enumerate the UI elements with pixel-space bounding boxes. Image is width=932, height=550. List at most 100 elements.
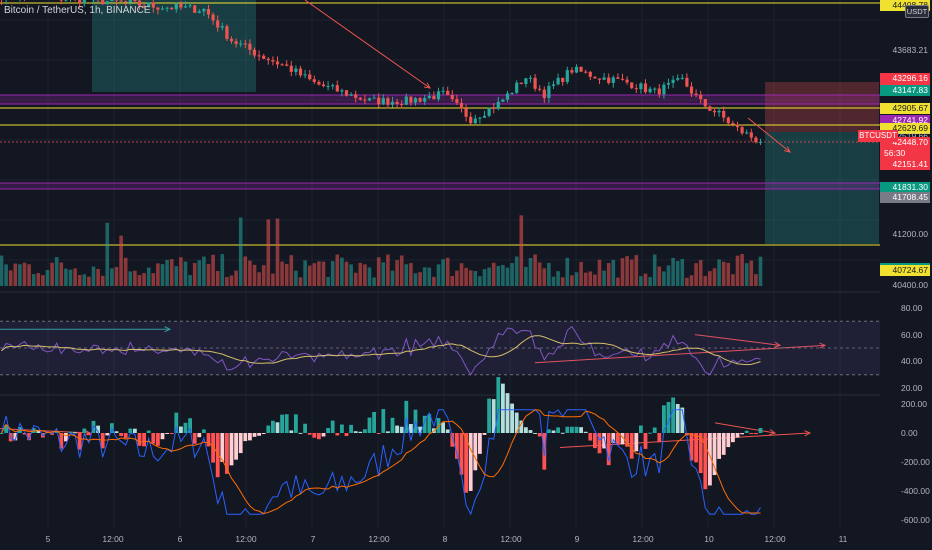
bear-candle xyxy=(542,89,546,98)
volume-bar xyxy=(685,277,689,286)
macd-histogram-bar xyxy=(280,414,284,433)
bull-candle xyxy=(473,118,477,124)
volume-bar xyxy=(436,264,441,286)
time-axis-label: 10 xyxy=(704,534,714,544)
bull-candle xyxy=(547,85,551,98)
volume-bar xyxy=(666,265,671,286)
macd-histogram-bar xyxy=(381,409,386,433)
macd-histogram-bar xyxy=(229,433,234,466)
volume-bar xyxy=(142,273,146,286)
bull-candle xyxy=(110,0,114,2)
bear-candle xyxy=(206,8,211,15)
time-axis[interactable]: 5 12:00 6 12:00 7 12:00 8 12:00 9 12:00 10 12:00 11 xyxy=(0,528,880,550)
macd-histogram-bar xyxy=(151,433,156,444)
bear-candle xyxy=(266,58,270,61)
volume-bar xyxy=(8,270,13,286)
macd-histogram-bar xyxy=(560,432,565,434)
macd-histogram-bar xyxy=(96,425,100,433)
macd-histogram-bar xyxy=(179,426,183,433)
bear-candle xyxy=(317,81,321,85)
volume-bar xyxy=(606,263,611,286)
volume-bar xyxy=(45,269,50,286)
bear-candle xyxy=(193,5,197,13)
rsi-pane xyxy=(0,320,880,376)
macd-histogram-bar xyxy=(344,433,349,437)
bull-candle xyxy=(340,90,344,92)
volume-bar xyxy=(100,275,105,286)
bear-candle xyxy=(735,124,740,128)
macd-histogram-bar xyxy=(735,433,740,438)
volume-bar xyxy=(91,266,96,286)
bull-candle xyxy=(441,90,445,92)
bear-candle xyxy=(124,1,128,3)
bull-candle xyxy=(413,98,418,103)
volume-bar xyxy=(570,275,574,286)
time-axis-label: 12:00 xyxy=(102,534,124,544)
bull-candle xyxy=(611,77,615,83)
bear-candle xyxy=(119,0,123,2)
macd-histogram-bar xyxy=(634,433,639,452)
bull-candle xyxy=(602,77,606,80)
volume-bar xyxy=(445,257,450,286)
bear-candle xyxy=(464,108,468,117)
macd-histogram-bar xyxy=(376,433,381,434)
macd-histogram-bar xyxy=(146,430,151,433)
bull-candle xyxy=(331,85,335,87)
macd-histogram-bar xyxy=(271,420,275,433)
symbol-title[interactable]: Bitcoin / TetherUS, 1h, BINANCE xyxy=(4,5,151,16)
bull-candle xyxy=(551,84,556,86)
volume-bar xyxy=(464,267,468,286)
volume-bar xyxy=(537,262,542,286)
macd-histogram-bar xyxy=(593,433,597,449)
macd-histogram-bar xyxy=(533,433,537,434)
price-axis-label: 43147.83 xyxy=(880,85,930,96)
macd-histogram-bar xyxy=(468,433,473,491)
macd-histogram-bar xyxy=(321,433,326,437)
volume-bar xyxy=(459,263,464,286)
bear-candle xyxy=(344,90,349,96)
bull-candle xyxy=(653,88,657,90)
currency-badge[interactable]: USDT xyxy=(905,5,929,18)
macd-histogram-bar xyxy=(537,433,542,437)
bull-candle xyxy=(294,68,298,72)
volume-bar xyxy=(602,270,606,286)
bear-candle xyxy=(625,79,629,83)
volume-bar xyxy=(689,275,694,286)
macd-histogram-bar xyxy=(307,433,312,435)
macd-histogram-bar xyxy=(87,433,91,436)
macd-histogram-bar xyxy=(174,412,179,433)
price-axis[interactable]: 44408.7843683.2143296.1643173.9743163.92… xyxy=(880,0,932,550)
rsi-axis-label: 20.00 xyxy=(901,383,923,393)
macd-histogram-bar xyxy=(252,433,257,437)
bear-candle xyxy=(363,99,367,101)
macd-histogram-bar xyxy=(64,433,68,442)
volume-bar xyxy=(363,264,367,286)
bear-candle xyxy=(740,127,744,134)
macd-histogram-bar xyxy=(694,433,698,463)
volume-bar xyxy=(514,256,519,286)
macd-histogram-bar xyxy=(192,433,197,444)
volume-bar xyxy=(312,263,317,286)
bear-candle xyxy=(689,86,694,94)
bear-candle xyxy=(432,95,436,100)
macd-histogram-bar xyxy=(257,433,261,436)
volume-bar xyxy=(22,262,27,286)
price-axis-label: 40400.00 xyxy=(892,280,928,290)
macd-histogram-bar xyxy=(395,425,399,433)
macd-pane xyxy=(0,377,763,516)
volume-bar xyxy=(41,275,45,286)
volume-bar xyxy=(675,261,680,286)
volume-bar xyxy=(680,259,685,286)
bear-candle xyxy=(156,7,160,10)
volume-bar xyxy=(731,274,735,286)
macd-axis-label: -200.00 xyxy=(901,457,930,467)
volume-bar xyxy=(179,257,183,286)
time-axis-label: 12:00 xyxy=(368,534,390,544)
volume-bar xyxy=(321,261,326,286)
volume-bar xyxy=(639,276,643,286)
macd-histogram-bar xyxy=(73,432,77,434)
macd-histogram-bar xyxy=(123,433,128,439)
bull-candle xyxy=(183,6,188,8)
chart-canvas[interactable] xyxy=(0,0,880,528)
